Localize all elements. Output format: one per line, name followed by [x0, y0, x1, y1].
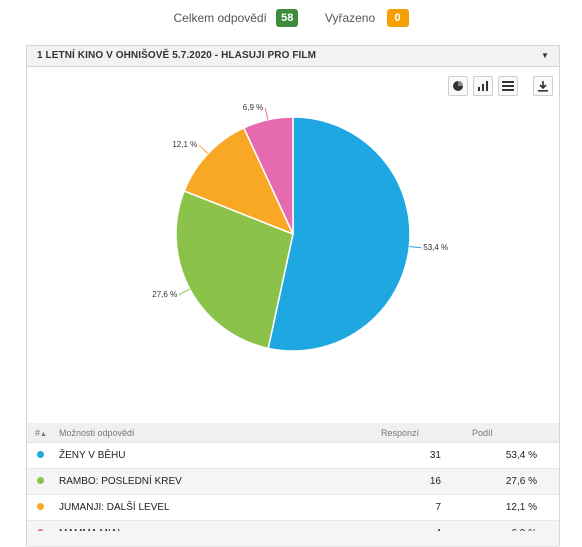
question-title: 1 LETNÍ KINO V OHNIŠOVĚ 5.7.2020 - HLASU… — [37, 50, 317, 61]
table-row[interactable]: JUMANJI: DALŠÍ LEVEL 7 12,1 % — [27, 494, 559, 521]
pie-data-label-0: 53,4 % — [423, 242, 449, 252]
pie-data-label-3: 6,9 % — [242, 103, 264, 113]
option-label: ŽENY V BĚHU — [58, 442, 380, 469]
col-header-number[interactable]: #▲ — [27, 423, 58, 443]
col-header-share[interactable]: Podíl — [471, 423, 559, 443]
response-share: 53,4 % — [471, 442, 559, 469]
pie-chart — [175, 107, 422, 352]
bar-chart-icon[interactable] — [473, 76, 493, 96]
response-count: 7 — [380, 494, 471, 521]
question-header[interactable]: 1 LETNÍ KINO V OHNIŠOVĚ 5.7.2020 - HLASU… — [27, 46, 559, 67]
option-label: RAMBO: POSLEDNÍ KREV — [58, 468, 380, 495]
option-label: JUMANJI: DALŠÍ LEVEL — [58, 494, 380, 521]
pie-slice-1[interactable] — [175, 189, 294, 350]
chart-toolbar — [448, 76, 553, 96]
table-icon[interactable] — [498, 76, 518, 96]
legend-dot — [37, 477, 44, 484]
response-summary: Celkem odpovědí 58 Vyřazeno 0 — [0, 9, 582, 27]
excluded-label: Vyřazeno — [324, 11, 376, 25]
response-share: 27,6 % — [471, 468, 559, 495]
pie-leader-line-3 — [264, 107, 269, 120]
response-count: 16 — [380, 468, 471, 495]
pie-leader-line-2 — [198, 145, 209, 155]
pie-data-label-1: 27,6 % — [152, 289, 178, 299]
table-row[interactable]: RAMBO: POSLEDNÍ KREV 16 27,6 % — [27, 468, 559, 495]
response-table: #▲ Možnosti odpovědí Responzí Podíl ŽENY… — [27, 423, 559, 547]
col-header-option[interactable]: Možnosti odpovědí — [58, 423, 380, 443]
legend-dot — [37, 503, 44, 510]
legend-dot — [37, 451, 44, 458]
chevron-down-icon[interactable]: ▼ — [540, 51, 549, 60]
total-responses-badge: 58 — [276, 9, 299, 27]
download-icon[interactable] — [533, 76, 553, 96]
pie-data-label-2: 12,1 % — [172, 140, 198, 150]
excluded-badge: 0 — [386, 9, 409, 27]
table-row[interactable]: ŽENY V BĚHU 31 53,4 % — [27, 442, 559, 469]
question-panel: 1 LETNÍ KINO V OHNIŠOVĚ 5.7.2020 - HLASU… — [26, 45, 560, 547]
table-footer — [27, 531, 559, 546]
col-header-count[interactable]: Responzí — [380, 423, 471, 443]
response-share: 12,1 % — [471, 494, 559, 521]
pie-leader-line-0 — [409, 245, 422, 249]
pie-chart-icon[interactable] — [448, 76, 468, 96]
total-responses-label: Celkem odpovědí — [173, 11, 267, 25]
response-count: 31 — [380, 442, 471, 469]
pie-leader-line-1 — [178, 288, 191, 296]
